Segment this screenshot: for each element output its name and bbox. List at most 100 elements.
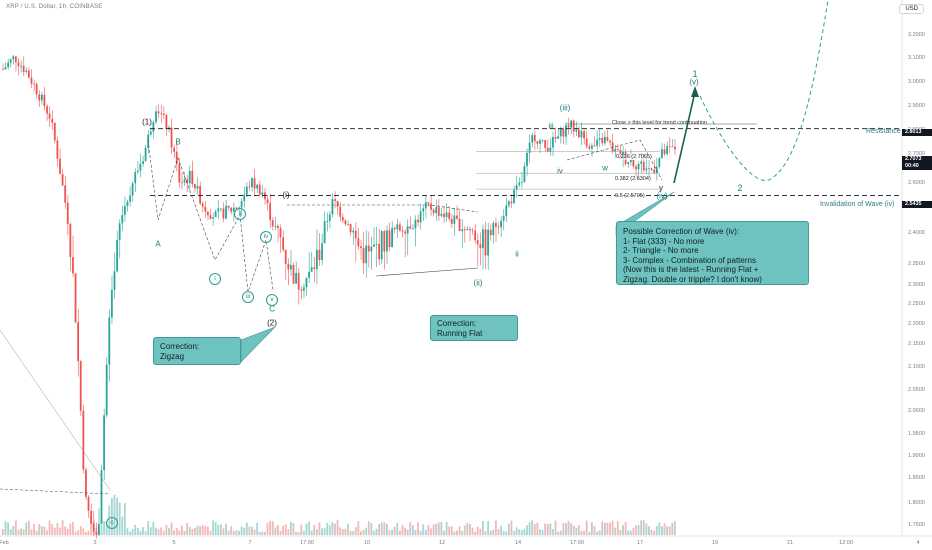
volume-bar (362, 529, 365, 535)
volume-bar (458, 526, 461, 535)
volume-bar (199, 526, 201, 535)
volume-bar (380, 522, 383, 535)
candle (378, 243, 381, 260)
currency-button[interactable]: USD (899, 4, 924, 14)
volume-bar (79, 526, 82, 535)
candle (214, 211, 217, 218)
candle (310, 267, 313, 272)
wave-label-iv-paren: (iv) (656, 191, 668, 201)
candle (305, 277, 308, 288)
candle (632, 159, 635, 167)
wave-circle-ii: ii (234, 208, 246, 220)
candle (365, 245, 368, 264)
volume-bar (386, 523, 388, 535)
volume-bar (601, 521, 604, 535)
volume-bar (398, 530, 401, 535)
volume-bar (61, 520, 64, 535)
candle (341, 216, 344, 221)
candle (588, 146, 591, 149)
price-tick-label: 2.9000 (908, 103, 925, 109)
volume-bar (450, 526, 453, 535)
volume-bar (456, 530, 458, 535)
candle (315, 249, 318, 269)
volume-bar (505, 531, 508, 535)
current-price-tag: 2.7073 (902, 156, 932, 163)
candle (72, 257, 74, 274)
volume-bar (510, 520, 513, 535)
volume-bar (287, 529, 290, 535)
volume-bar (370, 523, 373, 535)
candle (344, 220, 347, 225)
candle (152, 121, 155, 132)
candle (7, 62, 9, 68)
volume-bar (77, 530, 80, 535)
candle (419, 211, 422, 223)
volume-bar (261, 531, 264, 535)
volume-bar (323, 528, 326, 535)
volume-bar (56, 523, 59, 535)
candle (533, 135, 536, 142)
volume-bar (640, 520, 643, 535)
candle (575, 129, 578, 132)
candle (20, 65, 22, 67)
projection-arrowhead (691, 86, 699, 97)
price-tick-label: 2.7000 (908, 151, 925, 157)
wave-label-c: C (269, 304, 275, 314)
volume-bar (222, 528, 225, 535)
wave-label-a: A (155, 239, 161, 249)
candle (105, 364, 108, 416)
candle (611, 142, 614, 152)
time-tick-label: 17:00 (570, 540, 584, 546)
volume-bar (559, 530, 562, 535)
volume-bar (614, 527, 617, 535)
candle (277, 226, 279, 229)
candle (567, 125, 570, 128)
volume-bar (572, 525, 575, 535)
candle (256, 184, 259, 189)
time-tick-label: 12 (438, 540, 446, 546)
volume-bar (279, 530, 282, 535)
wave-circle-iii: iii (242, 291, 254, 303)
candle (557, 136, 560, 139)
volume-bar (25, 522, 28, 535)
volume-bar (155, 527, 157, 535)
candle (116, 239, 118, 272)
time-tick-label: 17 (636, 540, 644, 546)
candle (225, 205, 227, 219)
volume-bar (302, 530, 305, 535)
volume-bar (336, 520, 339, 535)
volume-bar (295, 531, 297, 535)
volume-bar (66, 528, 69, 535)
volume-bar (347, 523, 349, 535)
candle (95, 531, 98, 535)
candle (110, 290, 113, 318)
volume-bar (90, 522, 93, 535)
candle (585, 138, 588, 147)
volume-bar (427, 525, 430, 535)
volume-bar (277, 525, 279, 535)
candle (209, 215, 212, 219)
candle (142, 161, 144, 164)
volume-bar (404, 527, 406, 535)
candle (300, 289, 303, 291)
candle (648, 168, 650, 170)
volume-bar (100, 524, 103, 535)
volume-bar (48, 520, 51, 535)
candle (85, 469, 87, 497)
candle (362, 248, 365, 264)
volume-bar (479, 528, 482, 535)
volume-bar (245, 522, 248, 535)
candle (565, 125, 567, 137)
candle (580, 131, 583, 138)
candle (471, 230, 474, 231)
candle (4, 67, 7, 70)
candle (373, 244, 375, 247)
volume-bar (648, 526, 650, 535)
time-tick-label: 4 (916, 540, 920, 546)
time-tick-label: 17:00 (300, 540, 314, 546)
price-tick-label: 1.8500 (908, 475, 925, 481)
candle (188, 170, 191, 184)
fib-05-label: 0.5 (2.5705) (615, 193, 645, 199)
candle (430, 203, 432, 210)
candle (601, 138, 604, 144)
